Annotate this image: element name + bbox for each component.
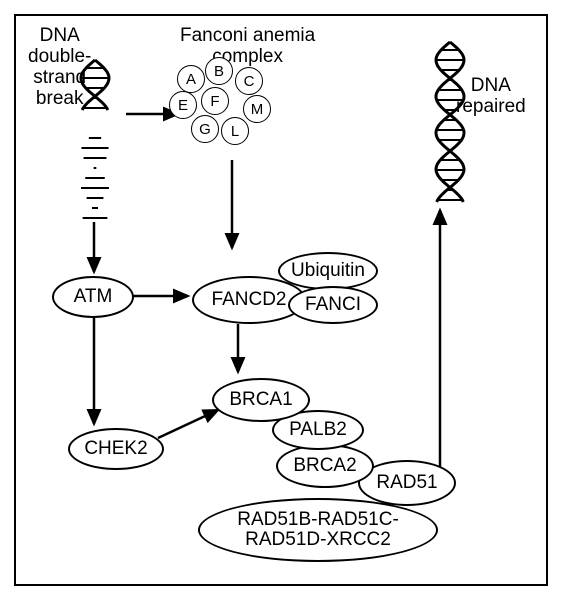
- fa-subunit-F: F: [201, 87, 229, 115]
- node-brca1-label: BRCA1: [229, 390, 292, 410]
- label-dsb: DNA double- strand break: [28, 26, 91, 110]
- node-palb2-label: PALB2: [289, 420, 347, 440]
- node-brca1: BRCA1: [212, 378, 310, 422]
- node-fanci: FANCI: [288, 286, 378, 324]
- fa-subunit-A: A: [177, 65, 205, 93]
- dna-repaired-icon: [436, 42, 464, 202]
- fa-subunit-M: M: [243, 95, 271, 123]
- node-fanci-label: FANCI: [305, 295, 361, 315]
- node-rad51-label: RAD51: [376, 473, 437, 493]
- fa-subunit-B: B: [205, 57, 233, 85]
- node-brca2-label: BRCA2: [293, 456, 356, 476]
- node-chek2-label: CHEK2: [84, 439, 147, 459]
- fa-subunit-C: C: [235, 67, 263, 95]
- node-rad51grp: RAD51B-RAD51C- RAD51D-XRCC2: [198, 498, 438, 562]
- node-chek2: CHEK2: [68, 428, 164, 470]
- node-rad51grp-label: RAD51B-RAD51C- RAD51D-XRCC2: [237, 510, 399, 550]
- fa-subunit-E: E: [169, 91, 197, 119]
- node-ubiq-label: Ubiquitin: [291, 261, 365, 281]
- node-atm: ATM: [52, 276, 134, 318]
- label-fa: Fanconi anemia complex: [180, 26, 315, 68]
- fa-subunit-L: L: [221, 117, 249, 145]
- fa-subunit-G: G: [191, 115, 219, 143]
- node-fancd2-label: FANCD2: [212, 290, 287, 310]
- node-brca2: BRCA2: [276, 444, 374, 488]
- arrow-6: [158, 410, 218, 438]
- label-repaired: DNA repaired: [456, 76, 526, 118]
- node-atm-label: ATM: [74, 287, 113, 307]
